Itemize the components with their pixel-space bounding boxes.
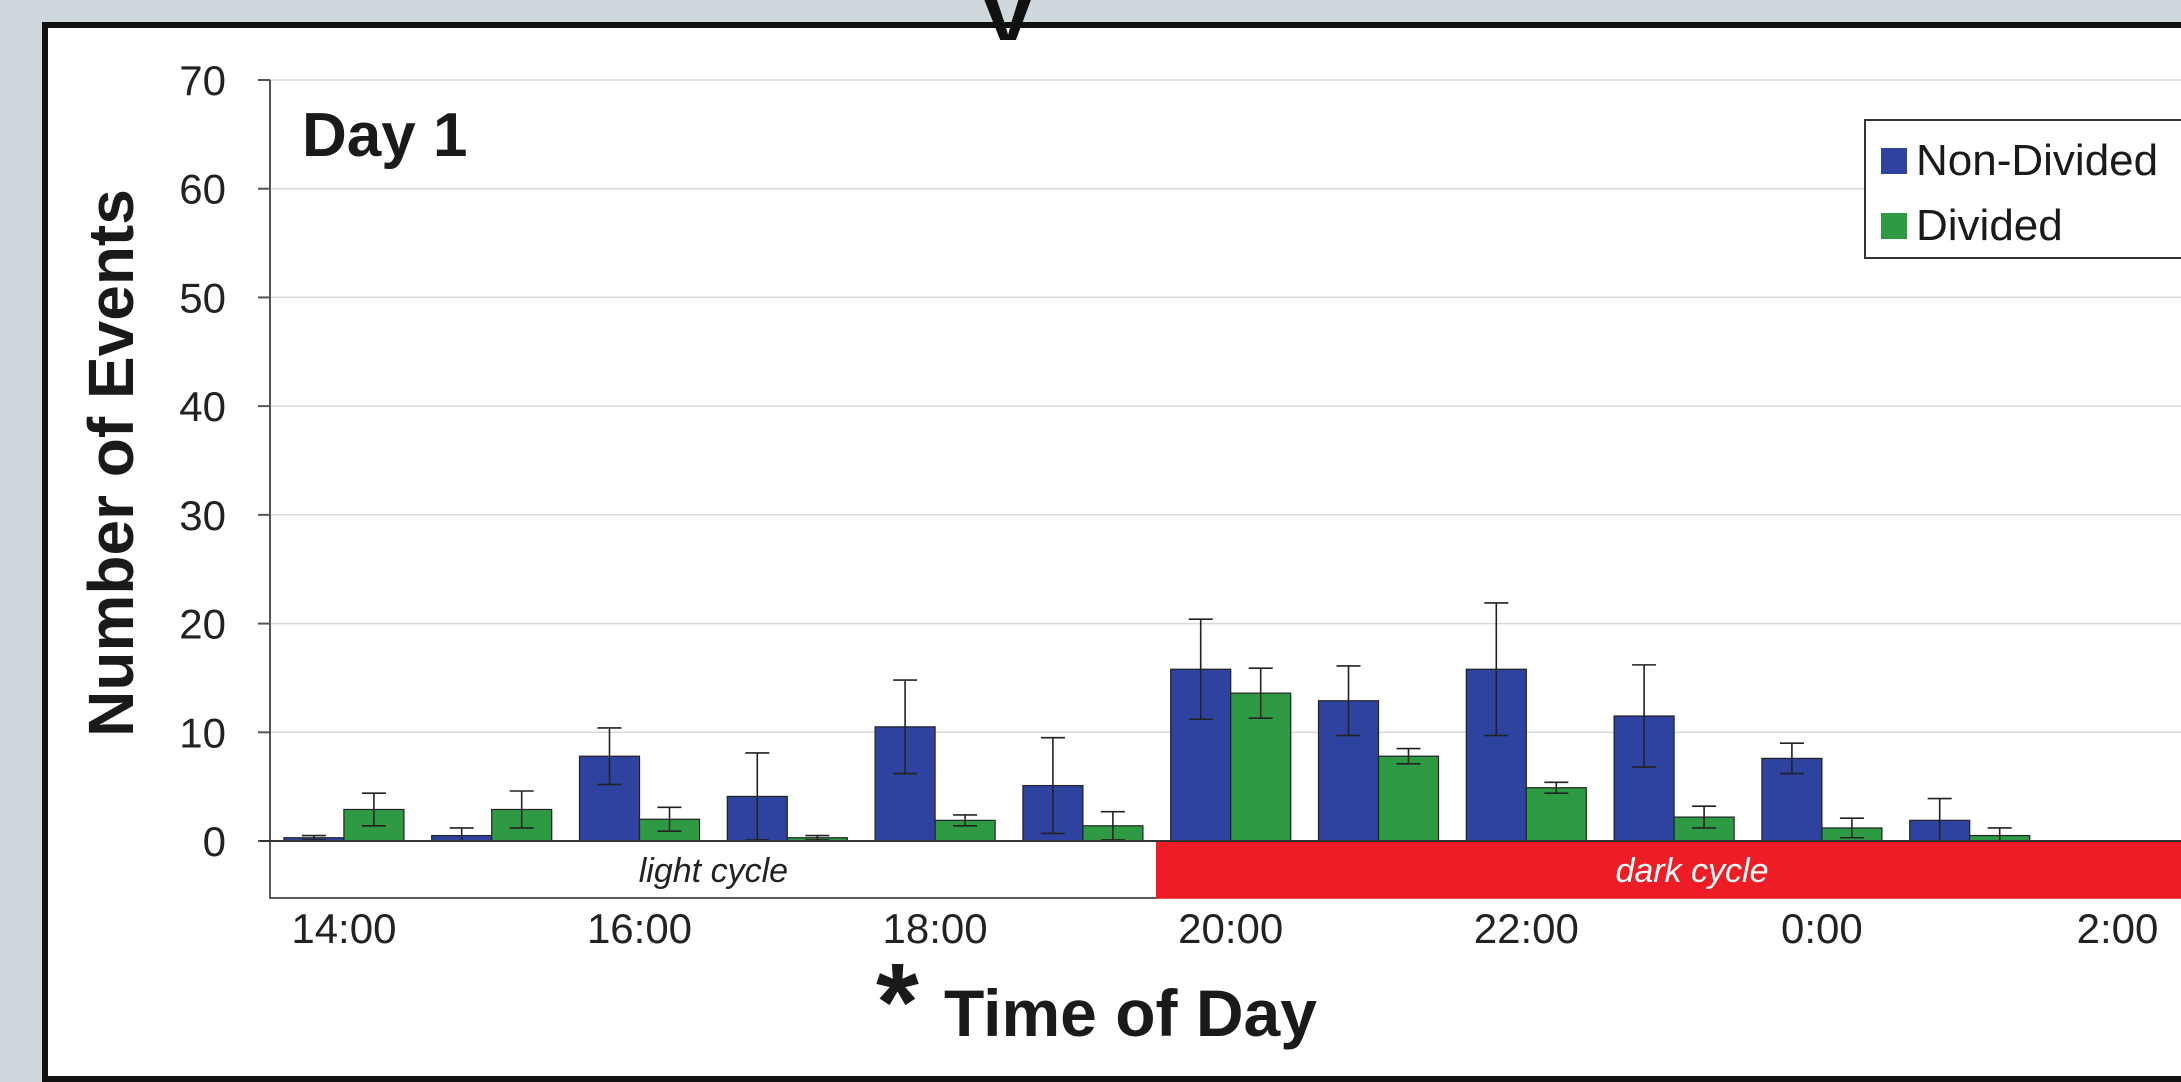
day-annotation: Day 1 [302, 101, 467, 170]
error-bar [361, 792, 386, 827]
dark-cycle-band [1156, 840, 2181, 899]
error-bar [805, 834, 830, 841]
bar-divided-8 [1525, 787, 1587, 842]
bars [283, 668, 2031, 842]
error-bar [1484, 602, 1509, 737]
error-bar [1396, 747, 1421, 765]
x-tick-label: 2:00 [2077, 905, 2159, 952]
error-bar [1100, 810, 1125, 841]
error-bar [1779, 742, 1804, 775]
error-bar [509, 790, 534, 829]
x-tick-label: 0:00 [1781, 905, 1863, 952]
error-bar [1544, 781, 1569, 794]
error-bar [1336, 665, 1361, 737]
y-tick-label: 50 [179, 274, 226, 321]
x-tick-label: 20:00 [1178, 905, 1283, 952]
error-bar [1632, 664, 1657, 768]
y-tick-label: 20 [179, 601, 226, 648]
y-tick-label: 60 [179, 166, 226, 213]
x-axis-marker: * [876, 941, 919, 1053]
error-bars [301, 602, 2012, 842]
error-bar [953, 814, 978, 827]
legend-swatch-divided [1881, 213, 1907, 239]
x-axis-ticks: 14:00 16:00 18:00 20:00 22:00 0:00 2:00 [291, 905, 2158, 952]
x-tick-label: 18:00 [883, 905, 988, 952]
y-axis-label: Number of Events [75, 189, 147, 737]
error-bar [597, 727, 622, 786]
y-tick-label: 10 [179, 709, 226, 756]
light-cycle-label: light cycle [639, 852, 788, 890]
legend-label-non-divided: Non-Divided [1916, 136, 2158, 185]
legend: Non-Divided Divided [1864, 119, 2181, 259]
legend-box [1864, 119, 2181, 259]
y-tick-label: 40 [179, 383, 226, 430]
title-fragment: y [983, 0, 1103, 40]
bar-divided-7 [1377, 755, 1440, 842]
error-bar [1692, 805, 1717, 829]
error-bar [1248, 667, 1273, 719]
y-tick-label: 30 [179, 492, 226, 539]
legend-label-divided: Divided [1916, 201, 2063, 250]
error-bar [745, 752, 770, 841]
error-bar [1188, 618, 1213, 721]
x-axis-label: Time of Day [944, 976, 1317, 1050]
legend-swatch-non-divided [1881, 148, 1907, 174]
bar-chart: 0 10 20 30 40 50 60 70 light cycle dark cycle 14… [75, 57, 2181, 1053]
y-axis-ticks: 0 10 20 30 40 50 60 70 [179, 57, 270, 865]
y-tick-label: 0 [203, 818, 226, 865]
y-tick-label: 70 [179, 57, 226, 104]
error-bar [657, 806, 682, 833]
chart-panel: y [42, 0, 2181, 1082]
x-tick-label: 16:00 [587, 905, 692, 952]
dark-cycle-label: dark cycle [1615, 852, 1768, 890]
error-bar [1839, 817, 1864, 839]
error-bar [1040, 736, 1065, 835]
cycle-bands: light cycle dark cycle [269, 840, 2181, 899]
error-bar [893, 679, 918, 775]
error-bar [301, 834, 326, 841]
x-tick-label: 22:00 [1474, 905, 1579, 952]
x-tick-label: 14:00 [291, 905, 396, 952]
gridlines [270, 79, 2181, 734]
